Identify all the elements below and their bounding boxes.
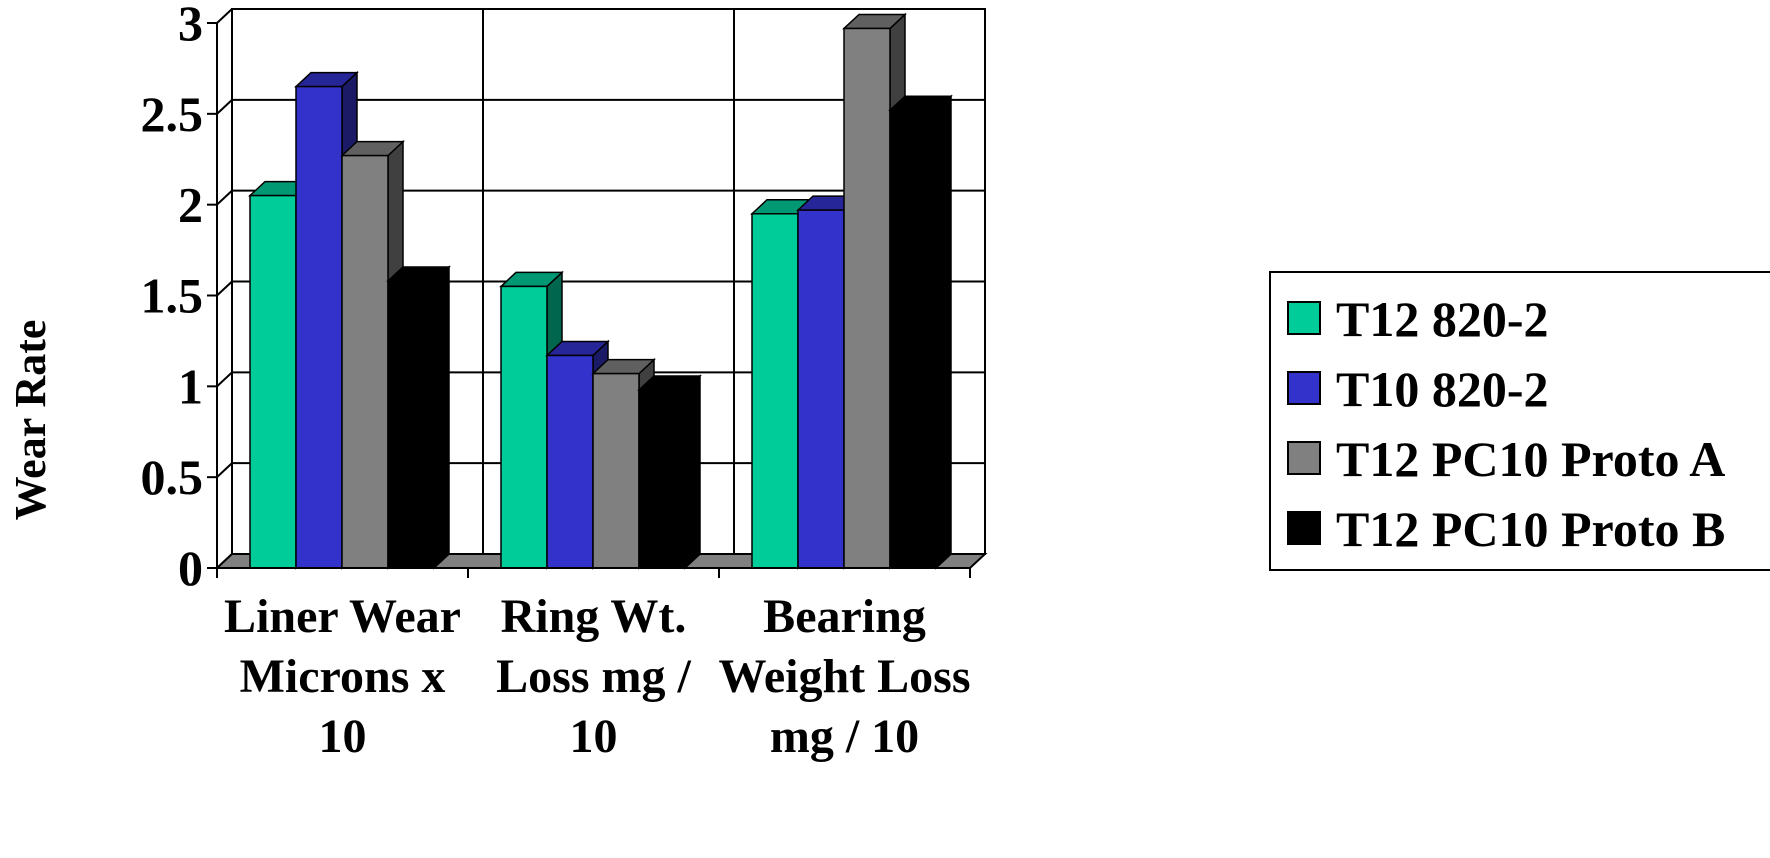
bar-front	[751, 213, 799, 569]
bar-front	[295, 85, 343, 569]
y-gridline-wall	[216, 462, 233, 478]
bar	[386, 265, 451, 570]
y-tick-label: 0	[178, 540, 203, 596]
y-tick-label: 1	[178, 358, 203, 414]
y-gridline-wall	[216, 99, 233, 115]
bar-front	[341, 154, 389, 569]
y-gridline-wall	[216, 8, 233, 24]
bar-side	[433, 265, 450, 570]
bar-group	[248, 12, 953, 570]
bar-front	[500, 285, 548, 569]
legend-swatch	[1287, 511, 1321, 545]
y-gridline-wall	[216, 371, 233, 388]
bar	[637, 374, 702, 570]
y-gridline-wall	[216, 189, 233, 206]
bar	[340, 139, 405, 570]
y-tick-label: 3	[178, 0, 203, 51]
y-axis-title: Wear Rate	[6, 320, 55, 521]
legend-label: T10 820-2	[1336, 361, 1549, 417]
legend-swatch	[1287, 371, 1321, 405]
y-tick-label: 2.5	[141, 86, 204, 142]
x-tick-label: Bearing Weight Loss mg / 10	[718, 590, 970, 763]
bar-side	[935, 94, 952, 570]
bar-front	[638, 389, 686, 569]
bar-front	[546, 354, 594, 569]
legend-swatch	[1287, 301, 1321, 335]
bar-front	[797, 209, 845, 569]
x-tick-label: Liner Wear Microns x 10	[224, 590, 461, 763]
bar-front	[249, 194, 297, 569]
bar-front	[843, 27, 891, 569]
bar-front	[889, 109, 937, 569]
legend-box	[1269, 271, 1770, 571]
legend-label: T12 PC10 Proto B	[1336, 501, 1725, 557]
bar	[888, 94, 953, 570]
bar-front	[387, 280, 435, 569]
y-tick-label: 2	[178, 177, 203, 233]
bar-side	[684, 374, 701, 570]
legend-label: T12 PC10 Proto A	[1336, 431, 1725, 487]
y-gridline-wall	[216, 280, 233, 297]
legend: T12 820-2 T10 820-2 T12 PC10 Proto A T12 PC…	[1269, 271, 1770, 571]
y-tick-label: 1.5	[141, 268, 204, 324]
legend-label: T12 820-2	[1336, 291, 1549, 347]
legend-swatch	[1287, 441, 1321, 475]
y-tick-label: 0.5	[141, 449, 204, 505]
bar-front	[592, 372, 640, 569]
x-tick-label: Ring Wt. Loss mg /10	[496, 590, 691, 763]
